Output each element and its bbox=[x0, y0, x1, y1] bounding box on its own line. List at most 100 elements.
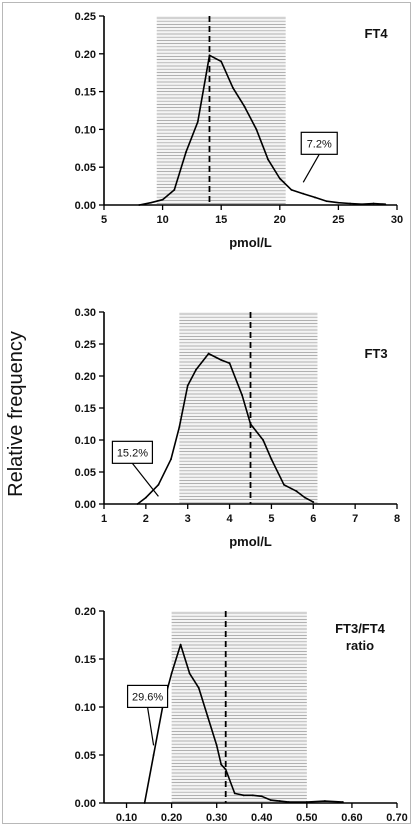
annotation-leader bbox=[302, 154, 320, 183]
data-point bbox=[278, 177, 281, 180]
data-point bbox=[206, 715, 209, 718]
x-tick-label: 5 bbox=[268, 513, 274, 525]
y-tick-label: 0.20 bbox=[75, 371, 96, 383]
x-tick-label: 6 bbox=[310, 513, 316, 525]
y-tick-label: 0.10 bbox=[75, 435, 96, 447]
data-point bbox=[144, 496, 147, 499]
data-point bbox=[283, 483, 285, 486]
data-point bbox=[342, 801, 344, 803]
y-tick-label: 0.15 bbox=[75, 654, 96, 666]
data-point bbox=[305, 801, 308, 803]
reference-range-fill bbox=[171, 611, 307, 803]
x-tick-label: 0.20 bbox=[161, 812, 182, 824]
x-tick-label: 15 bbox=[215, 214, 227, 226]
panel-title: FT4 bbox=[364, 26, 388, 41]
data-point bbox=[270, 458, 273, 461]
data-point bbox=[208, 54, 211, 57]
data-point bbox=[302, 192, 305, 195]
x-tick-label: 25 bbox=[332, 214, 344, 226]
x-tick-label: 0.30 bbox=[206, 812, 227, 824]
data-point bbox=[220, 359, 223, 361]
data-point bbox=[185, 151, 187, 153]
data-point bbox=[233, 792, 236, 795]
y-tick-label: 0.05 bbox=[75, 467, 96, 479]
annotation-leader bbox=[131, 462, 159, 497]
data-point bbox=[157, 483, 160, 486]
data-point bbox=[304, 496, 306, 499]
data-point bbox=[224, 768, 227, 771]
data-point bbox=[262, 439, 264, 441]
panel-title: FT3 bbox=[364, 346, 387, 361]
y-axis-label: Relative frequency bbox=[5, 331, 27, 497]
data-point bbox=[269, 799, 272, 802]
data-point bbox=[260, 795, 263, 798]
reference-range-band bbox=[156, 16, 286, 205]
data-point bbox=[267, 158, 269, 161]
y-tick-label: 0.25 bbox=[75, 339, 96, 351]
data-point bbox=[243, 105, 246, 108]
y-tick-label: 0.20 bbox=[75, 606, 96, 618]
reference-range-fill bbox=[179, 312, 318, 504]
y-tick-label: 0.10 bbox=[75, 124, 96, 136]
data-point bbox=[188, 672, 191, 675]
data-point bbox=[196, 120, 199, 123]
data-point bbox=[290, 188, 293, 191]
data-point bbox=[372, 202, 375, 205]
x-tick-label: 30 bbox=[391, 214, 403, 226]
y-tick-label: 0.15 bbox=[75, 87, 96, 99]
data-point bbox=[220, 60, 223, 63]
y-tick-label: 0.25 bbox=[75, 11, 96, 23]
x-tick-label: 4 bbox=[227, 513, 234, 525]
data-point bbox=[178, 426, 181, 429]
x-tick-label: 5 bbox=[101, 214, 107, 226]
reference-range-band bbox=[179, 312, 318, 504]
data-point bbox=[161, 198, 164, 201]
x-tick-label: 7 bbox=[352, 513, 358, 525]
x-tick-label: 0.10 bbox=[116, 812, 137, 824]
data-point bbox=[207, 352, 210, 355]
data-point bbox=[197, 686, 200, 689]
data-point bbox=[255, 128, 258, 131]
x-tick-label: 2 bbox=[143, 513, 149, 525]
x-tick-label: 0.70 bbox=[386, 812, 407, 824]
x-tick-label: 20 bbox=[274, 214, 286, 226]
x-tick-label: 10 bbox=[156, 214, 168, 226]
figure-frame bbox=[2, 2, 411, 824]
data-point bbox=[228, 362, 231, 365]
data-point bbox=[278, 800, 281, 802]
panel-1: 0.00 0.05 0.10 0.15 0.20 0.25 5 10 15 20 25 30 7.2% F… bbox=[75, 11, 404, 250]
data-point bbox=[143, 802, 146, 804]
annotation-box bbox=[126, 684, 169, 709]
data-point bbox=[349, 202, 352, 205]
y-tick-label: 0.00 bbox=[75, 200, 96, 212]
data-point bbox=[251, 794, 254, 797]
x-tick-label: 3 bbox=[185, 513, 191, 525]
data-point bbox=[242, 794, 245, 797]
x-tick-label: 8 bbox=[394, 513, 400, 525]
data-point bbox=[249, 423, 252, 425]
data-point bbox=[149, 201, 152, 204]
data-point bbox=[337, 201, 340, 204]
data-point bbox=[295, 490, 298, 493]
x-tick-label: 1 bbox=[101, 513, 107, 525]
frequency-series-line bbox=[137, 352, 314, 505]
data-point bbox=[179, 643, 182, 646]
data-point bbox=[138, 204, 141, 206]
panel-title: FT3/FT4 bbox=[335, 621, 386, 636]
panel-3: 0.00 0.05 0.10 0.15 0.20 0.10 0.20 0.30 0.40 0.50… bbox=[75, 606, 408, 824]
data-point bbox=[220, 763, 223, 766]
data-point bbox=[287, 801, 290, 803]
annotation-label: 7.2% bbox=[307, 138, 332, 150]
x-axis-label: pmol/L bbox=[229, 235, 272, 250]
annotation-label: 15.2% bbox=[117, 447, 148, 459]
data-point bbox=[215, 744, 218, 747]
data-point bbox=[314, 196, 316, 199]
annotation-box bbox=[111, 440, 154, 464]
x-axis-label: pmol/L bbox=[229, 534, 272, 549]
y-tick-label: 0.30 bbox=[75, 307, 96, 319]
data-point bbox=[384, 203, 387, 206]
data-point bbox=[186, 384, 189, 387]
panel-subtitle: ratio bbox=[346, 638, 374, 653]
data-point bbox=[195, 368, 197, 371]
